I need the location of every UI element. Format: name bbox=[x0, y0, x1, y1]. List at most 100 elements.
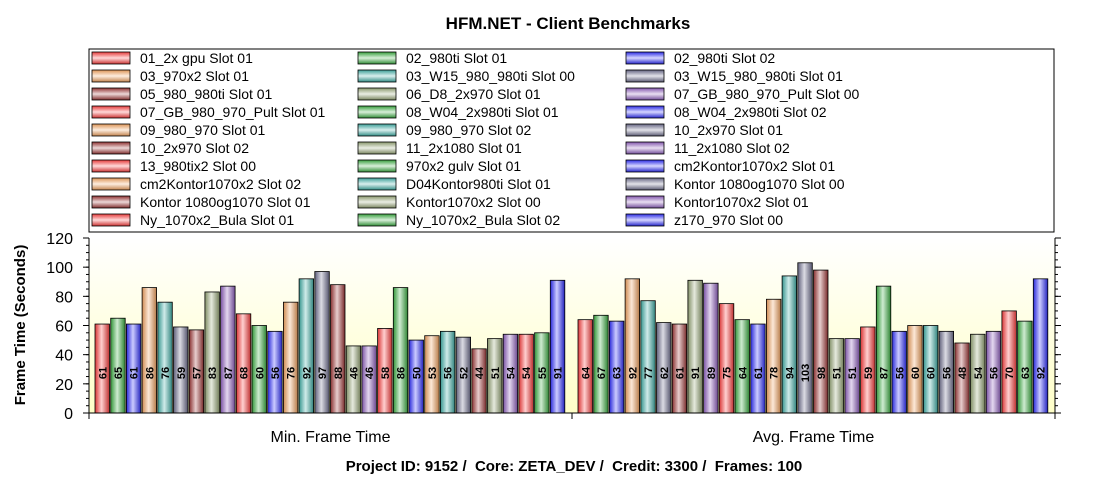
bar-value-label: 65 bbox=[113, 367, 125, 379]
bar-value-label: 92 bbox=[1036, 367, 1048, 379]
legend-swatch bbox=[357, 105, 397, 119]
legend-label: 11_2x1080 Slot 01 bbox=[406, 140, 522, 156]
legend-label: Kontor 1080og1070 Slot 00 bbox=[674, 176, 845, 192]
legend-swatch bbox=[91, 141, 131, 155]
bar bbox=[781, 275, 797, 414]
bar-value-label: 52 bbox=[458, 367, 470, 379]
legend-label: Kontor 1080og1070 Slot 01 bbox=[140, 194, 311, 210]
bar-value-label: 63 bbox=[1020, 367, 1032, 379]
bar bbox=[577, 319, 593, 414]
legend-label: Kontor1070x2 Slot 00 bbox=[406, 194, 541, 210]
x-tick-label: Avg. Frame Time bbox=[753, 429, 875, 446]
legend-label: Kontor1070x2 Slot 01 bbox=[674, 194, 809, 210]
bar-value-label: 98 bbox=[816, 367, 828, 379]
legend-swatch bbox=[357, 51, 397, 65]
legend-label: 05_980_980ti Slot 01 bbox=[140, 86, 273, 102]
bar-value-label: 60 bbox=[910, 367, 922, 379]
bar-value-label: 70 bbox=[1004, 367, 1016, 379]
legend-swatch bbox=[91, 87, 131, 101]
legend-item: 11_2x1080 Slot 02 bbox=[625, 140, 790, 156]
legend-item: 01_2x gpu Slot 01 bbox=[91, 50, 253, 66]
bar-value-label: 75 bbox=[722, 367, 734, 379]
bar-value-label: 94 bbox=[784, 366, 796, 379]
bar-value-label: 86 bbox=[144, 367, 156, 379]
legend-swatch bbox=[91, 105, 131, 119]
bar bbox=[157, 301, 173, 414]
bar-value-label: 51 bbox=[847, 367, 859, 379]
legend-swatch bbox=[91, 69, 131, 83]
legend-swatch bbox=[357, 141, 397, 155]
legend-item: 06_D8_2x970 Slot 01 bbox=[357, 86, 541, 102]
legend-label: 03_970x2 Slot 01 bbox=[140, 68, 249, 84]
bar bbox=[797, 262, 813, 414]
bar-value-label: 103 bbox=[800, 364, 812, 382]
bar bbox=[330, 284, 346, 414]
bar-value-label: 56 bbox=[270, 367, 282, 379]
legend-label: 11_2x1080 Slot 02 bbox=[674, 140, 790, 156]
bar-value-label: 58 bbox=[380, 367, 392, 379]
bar-value-label: 67 bbox=[596, 367, 608, 379]
bar bbox=[471, 348, 487, 414]
bar-value-label: 60 bbox=[926, 367, 938, 379]
legend-item: Kontor1070x2 Slot 00 bbox=[357, 194, 541, 210]
bar bbox=[298, 278, 315, 414]
legend-item: 10_2x970 Slot 01 bbox=[625, 122, 783, 138]
legend-item: D04Kontor980ti Slot 01 bbox=[357, 176, 551, 192]
legend-label: 09_980_970 Slot 02 bbox=[406, 122, 532, 138]
bar-value-label: 56 bbox=[443, 367, 455, 379]
bar-value-label: 54 bbox=[973, 366, 985, 379]
bar-value-label: 56 bbox=[988, 367, 1000, 379]
legend-swatch bbox=[357, 195, 397, 209]
bars-group: 61 65 61 86 76 59 57 83 87 68 60 56 76 92 97 88 46 46 58 86… bbox=[94, 262, 1049, 414]
legend-swatch bbox=[357, 123, 397, 137]
legend-swatch bbox=[625, 69, 665, 83]
bar bbox=[624, 278, 640, 414]
bar bbox=[220, 285, 236, 414]
legend-label: 06_D8_2x970 Slot 01 bbox=[406, 86, 541, 102]
bar-value-label: 59 bbox=[176, 367, 188, 379]
legend-swatch bbox=[91, 195, 131, 209]
bar-value-label: 86 bbox=[396, 367, 408, 379]
legend-item: 03_W15_980_980ti Slot 00 bbox=[357, 68, 575, 84]
bar-value-label: 55 bbox=[537, 367, 549, 379]
legend-item: 970x2 gulv Slot 01 bbox=[357, 158, 521, 174]
legend-label: 01_2x gpu Slot 01 bbox=[140, 50, 253, 66]
legend: 01_2x gpu Slot 01 02_980ti Slot 01 02_980t… bbox=[91, 50, 859, 228]
bar-value-label: 61 bbox=[129, 367, 141, 379]
bar-value-label: 61 bbox=[97, 367, 109, 379]
bar-value-label: 64 bbox=[580, 366, 592, 379]
legend-swatch bbox=[625, 123, 665, 137]
legend-swatch bbox=[625, 87, 665, 101]
y-tick-label: 40 bbox=[55, 348, 73, 365]
bar-value-label: 51 bbox=[831, 367, 843, 379]
legend-label: Ny_1070x2_Bula Slot 01 bbox=[140, 212, 294, 228]
bar-value-label: 57 bbox=[191, 367, 203, 379]
bar-value-label: 54 bbox=[505, 366, 517, 379]
legend-item: Kontor 1080og1070 Slot 01 bbox=[91, 194, 311, 210]
legend-item: 07_GB_980_970_Pult Slot 01 bbox=[91, 104, 325, 120]
legend-item: 09_980_970 Slot 02 bbox=[357, 122, 532, 138]
legend-label: 970x2 gulv Slot 01 bbox=[406, 158, 521, 174]
bar-value-label: 91 bbox=[553, 367, 565, 379]
legend-label: 09_980_970 Slot 01 bbox=[140, 122, 266, 138]
legend-label: 08_W04_2x980ti Slot 01 bbox=[406, 104, 559, 120]
legend-item: Ny_1070x2_Bula Slot 01 bbox=[91, 212, 294, 228]
chart-subtitle: Project ID: 9152 / Core: ZETA_DEV / Cred… bbox=[346, 458, 803, 475]
bar-value-label: 56 bbox=[941, 367, 953, 379]
legend-swatch bbox=[625, 159, 665, 173]
legend-swatch bbox=[91, 177, 131, 191]
bar-value-label: 46 bbox=[348, 367, 360, 379]
bar-value-label: 56 bbox=[894, 367, 906, 379]
legend-label: 07_GB_980_970_Pult Slot 00 bbox=[674, 86, 859, 102]
y-tick-label: 0 bbox=[64, 406, 73, 423]
legend-swatch bbox=[625, 141, 665, 155]
legend-label: 08_W04_2x980ti Slot 02 bbox=[674, 104, 827, 120]
bar-value-label: 76 bbox=[160, 367, 172, 379]
legend-label: 10_2x970 Slot 01 bbox=[674, 122, 783, 138]
bar-value-label: 87 bbox=[223, 367, 235, 379]
legend-box bbox=[88, 48, 1055, 233]
legend-item: 08_W04_2x980ti Slot 02 bbox=[625, 104, 827, 120]
legend-swatch bbox=[625, 195, 665, 209]
legend-item: 07_GB_980_970_Pult Slot 00 bbox=[625, 86, 859, 102]
legend-swatch bbox=[357, 177, 397, 191]
